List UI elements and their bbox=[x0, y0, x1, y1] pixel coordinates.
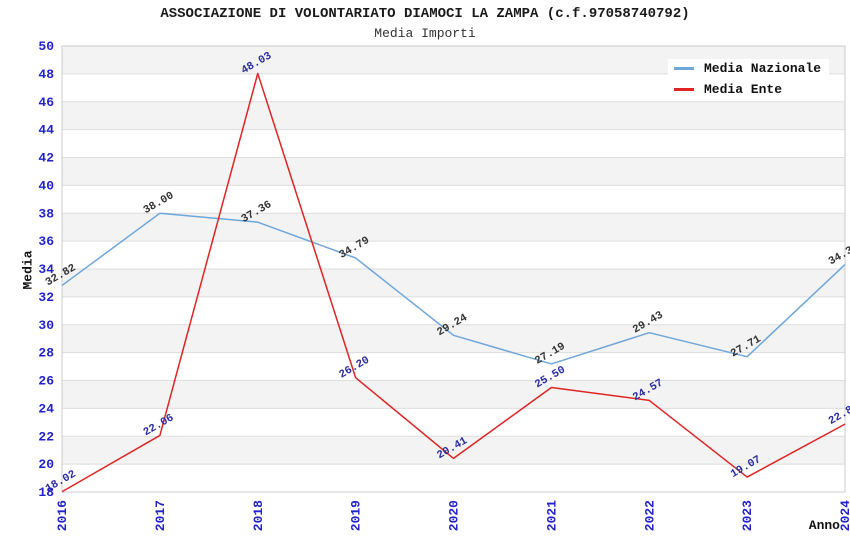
x-tick-label: 2022 bbox=[642, 500, 657, 531]
y-tick-label: 30 bbox=[38, 318, 54, 333]
y-tick-label: 34 bbox=[38, 262, 54, 277]
y-tick-label: 32 bbox=[38, 290, 54, 305]
x-tick-label: 2018 bbox=[251, 500, 266, 531]
x-tick-label: 2016 bbox=[55, 500, 70, 531]
plot-band bbox=[62, 213, 845, 242]
y-tick-label: 18 bbox=[38, 485, 54, 500]
y-tick-label: 24 bbox=[38, 401, 54, 416]
data-label: 26.20 bbox=[337, 355, 372, 382]
y-tick-label: 44 bbox=[38, 123, 54, 138]
y-axis-title: Media bbox=[20, 250, 36, 290]
y-tick-label: 28 bbox=[38, 346, 54, 361]
data-label: 22.06 bbox=[142, 412, 177, 439]
legend: Media Nazionale Media Ente bbox=[668, 59, 830, 99]
x-axis-title: Anno bbox=[808, 518, 840, 533]
plot-border bbox=[61, 45, 846, 493]
legend-label-media-nazionale: Media Nazionale bbox=[704, 61, 822, 76]
data-label: 34.32 bbox=[827, 241, 850, 268]
chart-subtitle: Media Importi bbox=[374, 26, 476, 41]
y-tick-label: 46 bbox=[38, 95, 54, 110]
x-tick-label: 2021 bbox=[544, 500, 559, 531]
plot-band bbox=[62, 157, 845, 186]
plot-band bbox=[62, 436, 845, 465]
plot-band bbox=[62, 101, 845, 130]
y-tick-label: 50 bbox=[38, 39, 54, 54]
x-tick-label: 2017 bbox=[153, 500, 168, 531]
y-tick-label: 26 bbox=[38, 374, 54, 389]
data-label: 18.02 bbox=[44, 469, 79, 496]
y-tick-label: 40 bbox=[38, 178, 54, 193]
legend-swatch-media-ente-icon bbox=[674, 88, 694, 91]
series-line-media-ente bbox=[61, 72, 846, 493]
y-tick-label: 36 bbox=[38, 234, 54, 249]
legend-item-media-ente: Media Ente bbox=[668, 80, 830, 99]
x-tick-label: 2023 bbox=[740, 500, 755, 531]
x-tick-label: 2020 bbox=[447, 500, 462, 531]
y-tick-label: 22 bbox=[38, 429, 54, 444]
y-tick-label: 20 bbox=[38, 457, 54, 472]
y-tick-label: 42 bbox=[38, 151, 54, 166]
y-tick-label: 48 bbox=[38, 67, 54, 82]
plot-band bbox=[62, 269, 845, 297]
legend-label-media-ente: Media Ente bbox=[704, 82, 783, 97]
y-tick-label: 38 bbox=[38, 206, 54, 221]
legend-swatch-media-nazionale-icon bbox=[674, 67, 694, 70]
series-line-media-nazionale bbox=[61, 212, 846, 365]
plot-band bbox=[62, 380, 845, 409]
legend-item-media-nazionale: Media Nazionale bbox=[668, 59, 830, 78]
x-tick-label: 2024 bbox=[838, 500, 850, 531]
chart-title: ASSOCIAZIONE DI VOLONTARIATO DIAMOCI LA … bbox=[160, 6, 690, 22]
x-tick-label: 2019 bbox=[349, 500, 364, 531]
